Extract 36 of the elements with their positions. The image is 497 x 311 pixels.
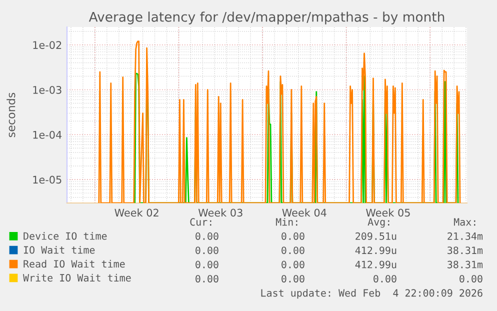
y-tick-label: 1e-03: [33, 86, 62, 94]
chart-title: Average latency for /dev/mapper/mpathas - by month: [88, 12, 444, 24]
text: 0.00: [196, 232, 218, 240]
y-axis-title: seconds: [6, 92, 16, 138]
line-series: [98, 40, 461, 203]
x-tick-label: Week 02: [114, 208, 158, 217]
text: 38.31m: [448, 246, 483, 254]
text: 412.99u: [355, 246, 396, 254]
y-tick-label: 1e-04: [33, 130, 62, 139]
text: Last update: Wed Feb 4 22:00:09 2026: [261, 288, 482, 299]
x-tick-label: Week 05: [366, 208, 410, 217]
x-tick-label: Week 03: [198, 208, 242, 217]
text: 0.00: [196, 246, 218, 254]
text: Avg:: [368, 218, 390, 228]
text: 412.99u: [355, 260, 396, 268]
y-tick-label: 1e-02: [33, 41, 62, 49]
text: Cur:: [190, 218, 212, 226]
x-tick-label: Week 04: [282, 208, 326, 217]
legend-label: Read IO Wait time: [24, 260, 125, 268]
legend-label: IO Wait time: [24, 246, 95, 254]
text: Max:: [454, 218, 476, 226]
text: 0.00: [282, 260, 304, 268]
legend-label: Write IO Wait time: [23, 274, 131, 282]
text: 0.00: [196, 274, 218, 283]
y-tick-label: 1e-05: [33, 176, 62, 184]
text: 21.34m: [448, 232, 483, 240]
text: 0.00: [282, 246, 304, 254]
text: 209.51u: [356, 232, 396, 240]
text: 0.00: [282, 232, 304, 240]
text: 0.00: [282, 274, 304, 283]
text: 38.31m: [448, 260, 483, 268]
text: 0.00: [196, 260, 218, 268]
text: 0.00: [460, 274, 482, 283]
text: Min:: [276, 218, 298, 226]
legend-label: Device IO time: [24, 232, 107, 240]
text: 0.00: [374, 274, 396, 283]
